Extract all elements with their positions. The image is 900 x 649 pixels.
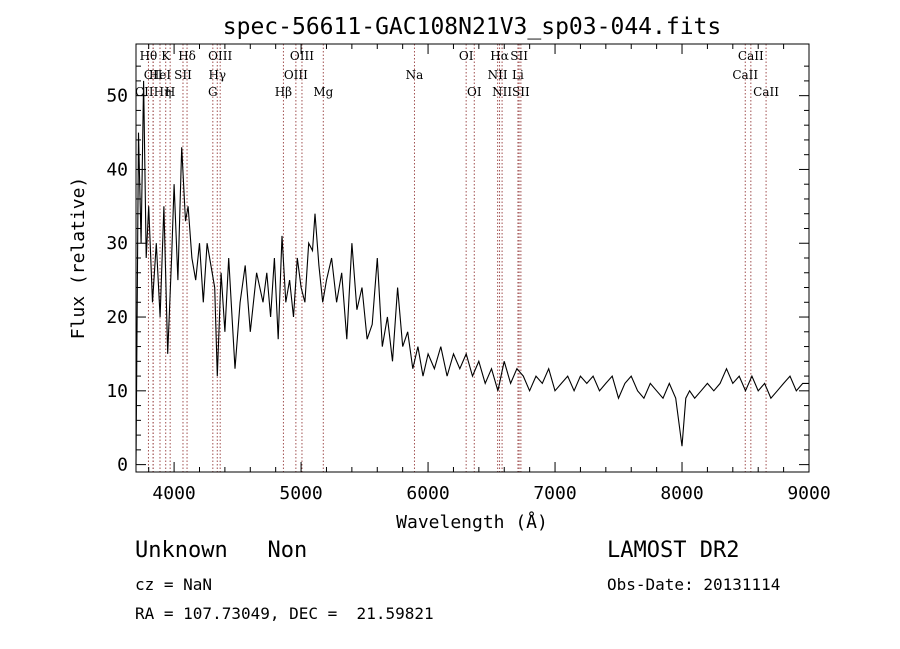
y-tick-label: 40	[106, 159, 128, 180]
line-label: CaII	[753, 85, 779, 99]
line-label: CII	[144, 68, 163, 82]
spectrum-line	[135, 80, 809, 465]
line-label: CaII	[738, 49, 764, 63]
line-label: Hγ	[208, 68, 226, 82]
line-label: Mg	[313, 85, 333, 99]
line-label: CaII	[732, 68, 758, 82]
line-label: Na	[406, 68, 424, 82]
x-tick-label: 8000	[660, 483, 703, 504]
x-axis-ticks: 4000 5000 6000 7000 8000 9000	[148, 44, 831, 504]
y-axis-label: Flux (relative)	[68, 177, 89, 340]
line-label: Hα	[490, 49, 509, 63]
y-tick-label: 50	[106, 86, 128, 107]
ra-dec: RA = 107.73049, DEC = 21.59821	[135, 604, 434, 623]
emission-line-markers	[147, 44, 767, 472]
line-label: Hθ	[140, 49, 158, 63]
line-label: Hβ	[275, 85, 292, 99]
line-label: OIII	[284, 68, 308, 82]
line-label: SII	[512, 85, 530, 99]
line-label: G	[208, 85, 218, 99]
line-label: Hδ	[178, 49, 196, 63]
y-tick-label: 0	[117, 455, 128, 476]
line-label: SII	[174, 68, 192, 82]
x-tick-label: 4000	[152, 483, 195, 504]
line-label: NII	[488, 68, 508, 82]
line-label: OIII	[208, 49, 232, 63]
line-label: Li	[512, 68, 524, 82]
line-label: OI	[459, 49, 474, 63]
line-label: OI	[467, 85, 482, 99]
line-label: SII	[510, 49, 528, 63]
y-tick-label: 30	[106, 233, 128, 254]
y-tick-label: 20	[106, 307, 128, 328]
line-label: NII	[492, 85, 512, 99]
y-tick-label: 10	[106, 381, 128, 402]
x-axis-label: Wavelength (Å)	[396, 511, 548, 533]
redshift-cz: cz = NaN	[135, 575, 213, 594]
x-tick-label: 5000	[279, 483, 322, 504]
y-axis-ticks: 0 10 20 30 40 50	[106, 65, 809, 476]
plot-frame	[135, 43, 810, 473]
chart-title: spec-56611-GAC108N21V3_sp03-044.fits	[223, 14, 722, 40]
line-label: OIII	[290, 49, 314, 63]
x-tick-label: 6000	[406, 483, 449, 504]
line-label: K	[161, 49, 171, 63]
x-tick-label: 9000	[787, 483, 830, 504]
x-tick-label: 7000	[533, 483, 576, 504]
line-label: HeI	[149, 68, 172, 82]
line-label: H	[165, 85, 175, 99]
object-class: Unknown Non	[135, 538, 308, 563]
survey-name: LAMOST DR2	[607, 538, 740, 563]
obs-date: Obs-Date: 20131114	[607, 575, 781, 594]
